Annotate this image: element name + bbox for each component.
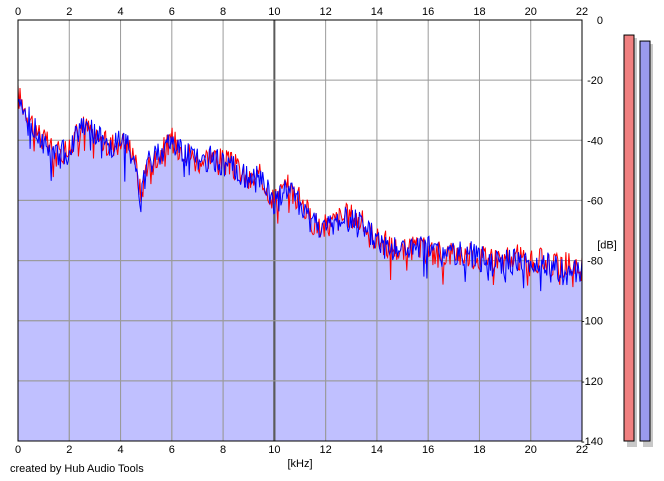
x-tick-label-bottom: 18 xyxy=(473,444,485,456)
y-tick-label: 0 xyxy=(597,15,603,27)
x-tick-label-top: 18 xyxy=(473,6,485,18)
x-tick-label-top: 14 xyxy=(371,6,383,18)
x-tick-label-top: 0 xyxy=(15,6,21,18)
x-axis-label: [kHz] xyxy=(287,458,312,470)
meter-left-bar xyxy=(623,34,635,442)
y-axis-label: [dB] xyxy=(597,240,617,252)
x-tick-label-top: 4 xyxy=(117,6,123,18)
x-tick-label-top: 20 xyxy=(525,6,537,18)
spectrum-area-fill xyxy=(18,20,582,279)
series-right-line xyxy=(17,98,583,292)
x-tick-label-bottom: 8 xyxy=(220,444,226,456)
y-tick-label: -120 xyxy=(581,376,603,388)
x-tick-label-bottom: 20 xyxy=(525,444,537,456)
x-tick-label-top: 10 xyxy=(268,6,280,18)
x-tick-label-top: 12 xyxy=(320,6,332,18)
y-tick-label: -60 xyxy=(587,195,603,207)
x-tick-label-bottom: 6 xyxy=(169,444,175,456)
x-axis-bottom: 0 2 4 6 8 10 12 14 16 18 20 22 xyxy=(15,444,588,456)
y-tick-label: -100 xyxy=(581,316,603,328)
x-tick-label-top: 22 xyxy=(576,6,588,18)
level-meters xyxy=(623,34,653,448)
x-axis-top: 0 2 4 6 8 10 12 14 16 18 20 22 xyxy=(15,6,588,18)
credit-text: created by Hub Audio Tools xyxy=(10,463,144,475)
y-tick-label: -80 xyxy=(587,256,603,268)
y-tick-label: -140 xyxy=(581,436,603,448)
x-tick-label-bottom: 2 xyxy=(66,444,72,456)
y-tick-label: -40 xyxy=(587,135,603,147)
plot-frame xyxy=(17,19,583,442)
y-axis-right: 0 -20 -40 -60 -80 -100 -120 -140 xyxy=(581,15,603,448)
x-tick-label-bottom: 12 xyxy=(320,444,332,456)
y-tick-label: -20 xyxy=(587,75,603,87)
x-tick-label-top: 8 xyxy=(220,6,226,18)
x-tick-label-bottom: 14 xyxy=(371,444,383,456)
x-tick-label-top: 6 xyxy=(169,6,175,18)
x-tick-label-bottom: 0 xyxy=(15,444,21,456)
x-tick-label-top: 2 xyxy=(66,6,72,18)
x-tick-label-bottom: 16 xyxy=(422,444,434,456)
x-tick-label-bottom: 22 xyxy=(576,444,588,456)
x-tick-label-bottom: 4 xyxy=(117,444,123,456)
meter-right-bar xyxy=(639,40,651,442)
x-tick-label-top: 16 xyxy=(422,6,434,18)
x-tick-label-bottom: 10 xyxy=(268,444,280,456)
